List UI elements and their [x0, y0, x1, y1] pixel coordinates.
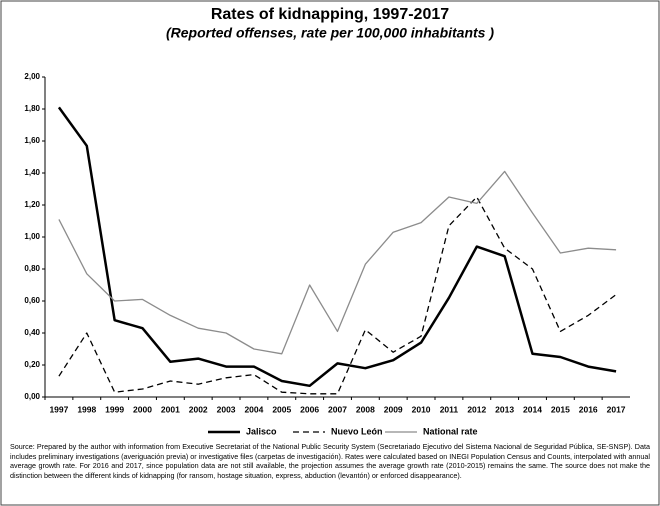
x-tick-label: 2011 [440, 404, 459, 414]
x-tick-label: 2017 [607, 404, 626, 414]
x-tick-label: 2013 [495, 404, 514, 414]
y-tick-label: 0,40 [24, 328, 40, 337]
x-tick-label: 2000 [133, 404, 152, 414]
x-tick-label: 2006 [300, 404, 319, 414]
chart-title: Rates of kidnapping, 1997-2017 [211, 6, 449, 23]
x-tick-label: 2003 [217, 404, 236, 414]
y-tick-label: 1,80 [24, 104, 40, 113]
x-tick-label: 2009 [384, 404, 403, 414]
source-note: Source: Prepared by the author with info… [10, 442, 650, 480]
x-tick-label: 2008 [356, 404, 375, 414]
y-tick-label: 0,60 [24, 296, 40, 305]
series-line [58, 196, 617, 395]
x-tick-label: 2015 [551, 404, 570, 414]
y-tick-label: 0,80 [24, 264, 40, 273]
x-tick-label: 2005 [272, 404, 291, 414]
x-tick-label: 1999 [105, 404, 124, 414]
chart-subtitle: (Reported offenses, rate per 100,000 inh… [166, 25, 494, 41]
x-tick-label: 2014 [523, 404, 542, 414]
x-tick-label: 2010 [412, 404, 431, 414]
y-tick-label: 0,20 [24, 360, 40, 369]
legend-label: Jalisco [246, 426, 277, 436]
y-tick-label: 0,00 [24, 392, 40, 401]
x-tick-label: 2016 [579, 404, 598, 414]
y-tick-label: 2,00 [24, 72, 40, 81]
legend-label: National rate [423, 426, 478, 436]
x-tick-label: 2002 [189, 404, 208, 414]
x-tick-label: 1998 [77, 404, 96, 414]
y-tick-label: 1,20 [24, 200, 40, 209]
series-line [58, 170, 617, 355]
series-line [57, 106, 617, 388]
x-tick-label: 2001 [161, 404, 180, 414]
legend-label: Nuevo León [331, 426, 383, 436]
x-tick-label: 1997 [49, 404, 68, 414]
x-tick-label: 2012 [467, 404, 486, 414]
x-tick-label: 2004 [244, 404, 263, 414]
y-tick-label: 1,60 [24, 136, 40, 145]
y-tick-label: 1,40 [24, 168, 40, 177]
y-tick-label: 1,00 [24, 232, 40, 241]
x-tick-label: 2007 [328, 404, 347, 414]
